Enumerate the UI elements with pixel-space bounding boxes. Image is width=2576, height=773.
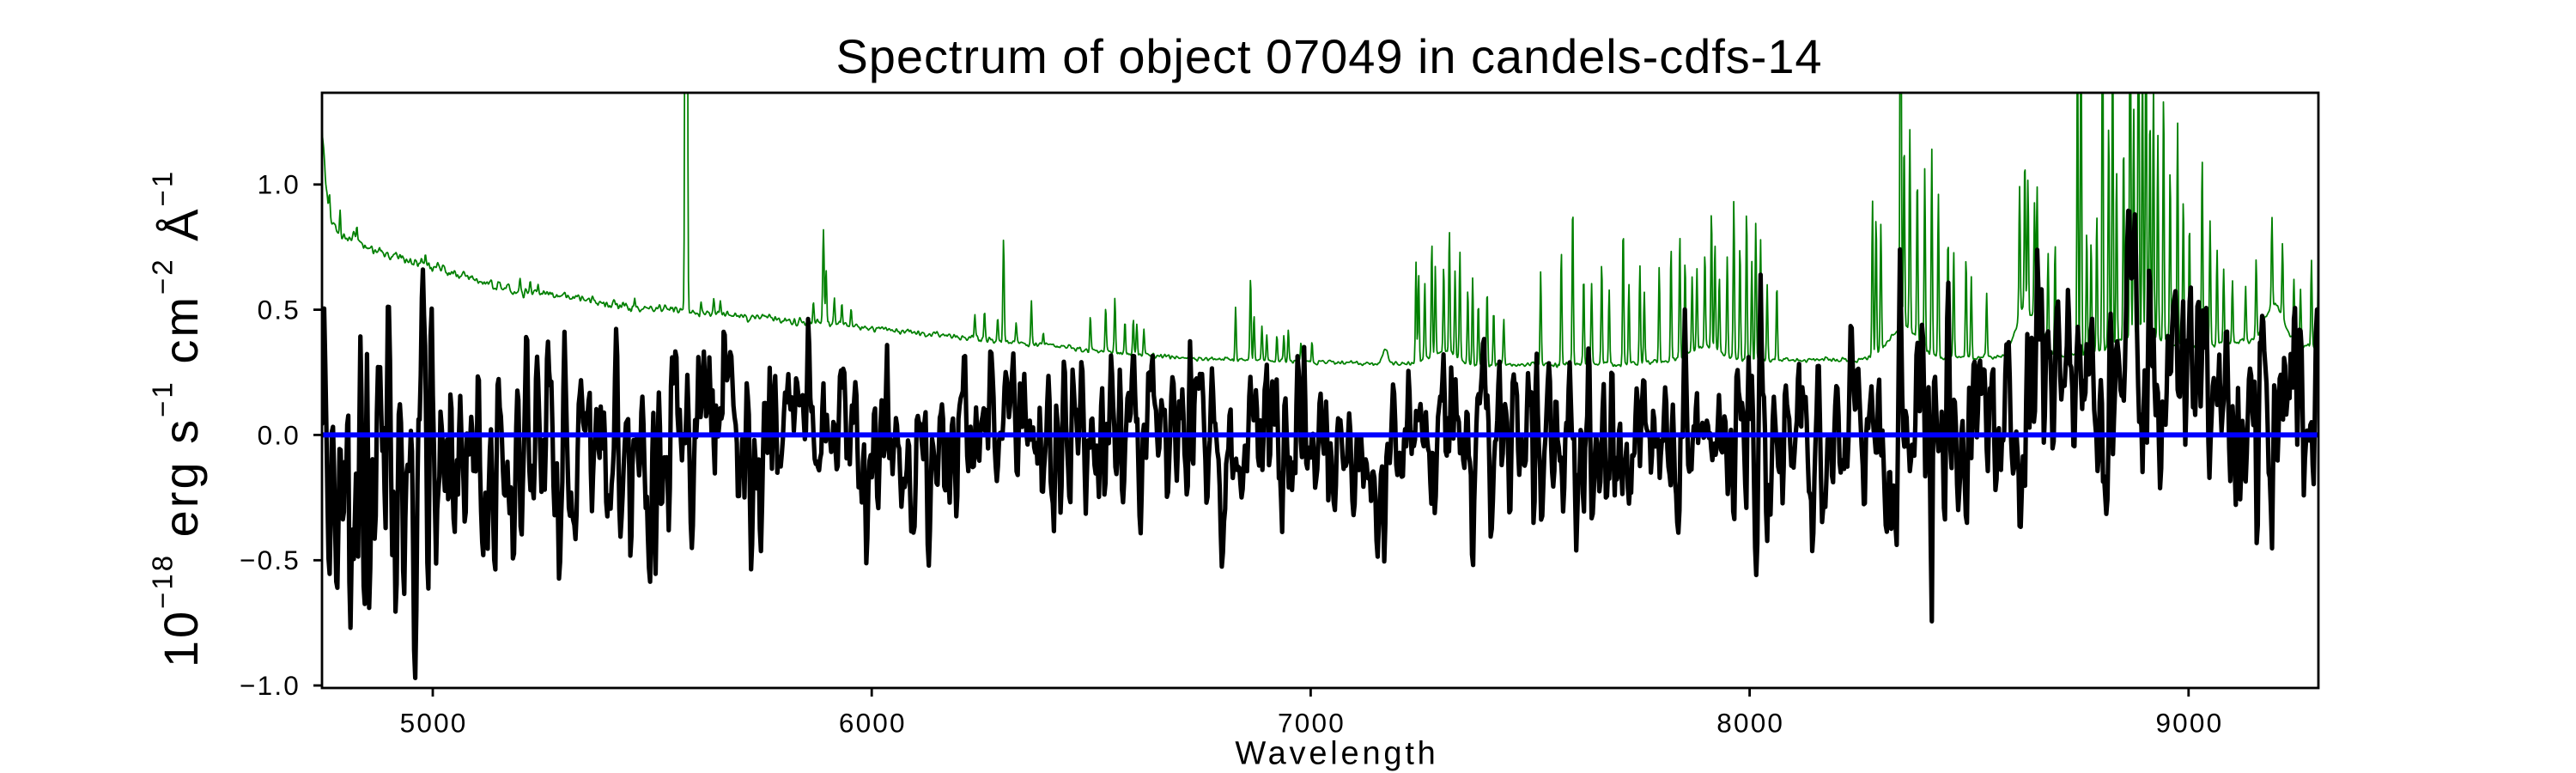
svg-text:1.0: 1.0 [258,169,301,200]
svg-text:7000: 7000 [1278,708,1346,739]
svg-text:5000: 5000 [400,708,468,739]
svg-text:0.5: 0.5 [258,295,301,326]
svg-text:−0.5: −0.5 [240,545,301,575]
svg-text:9000: 9000 [2155,708,2223,739]
svg-text:Spectrum of object 07049 in ca: Spectrum of object 07049 in candels-cdfs… [835,29,1822,83]
svg-text:0.0: 0.0 [258,419,301,450]
svg-text:6000: 6000 [839,708,907,739]
svg-text:8000: 8000 [1716,708,1784,739]
svg-text:−1.0: −1.0 [240,670,301,701]
svg-text:Wavelength: Wavelength [1235,736,1438,772]
